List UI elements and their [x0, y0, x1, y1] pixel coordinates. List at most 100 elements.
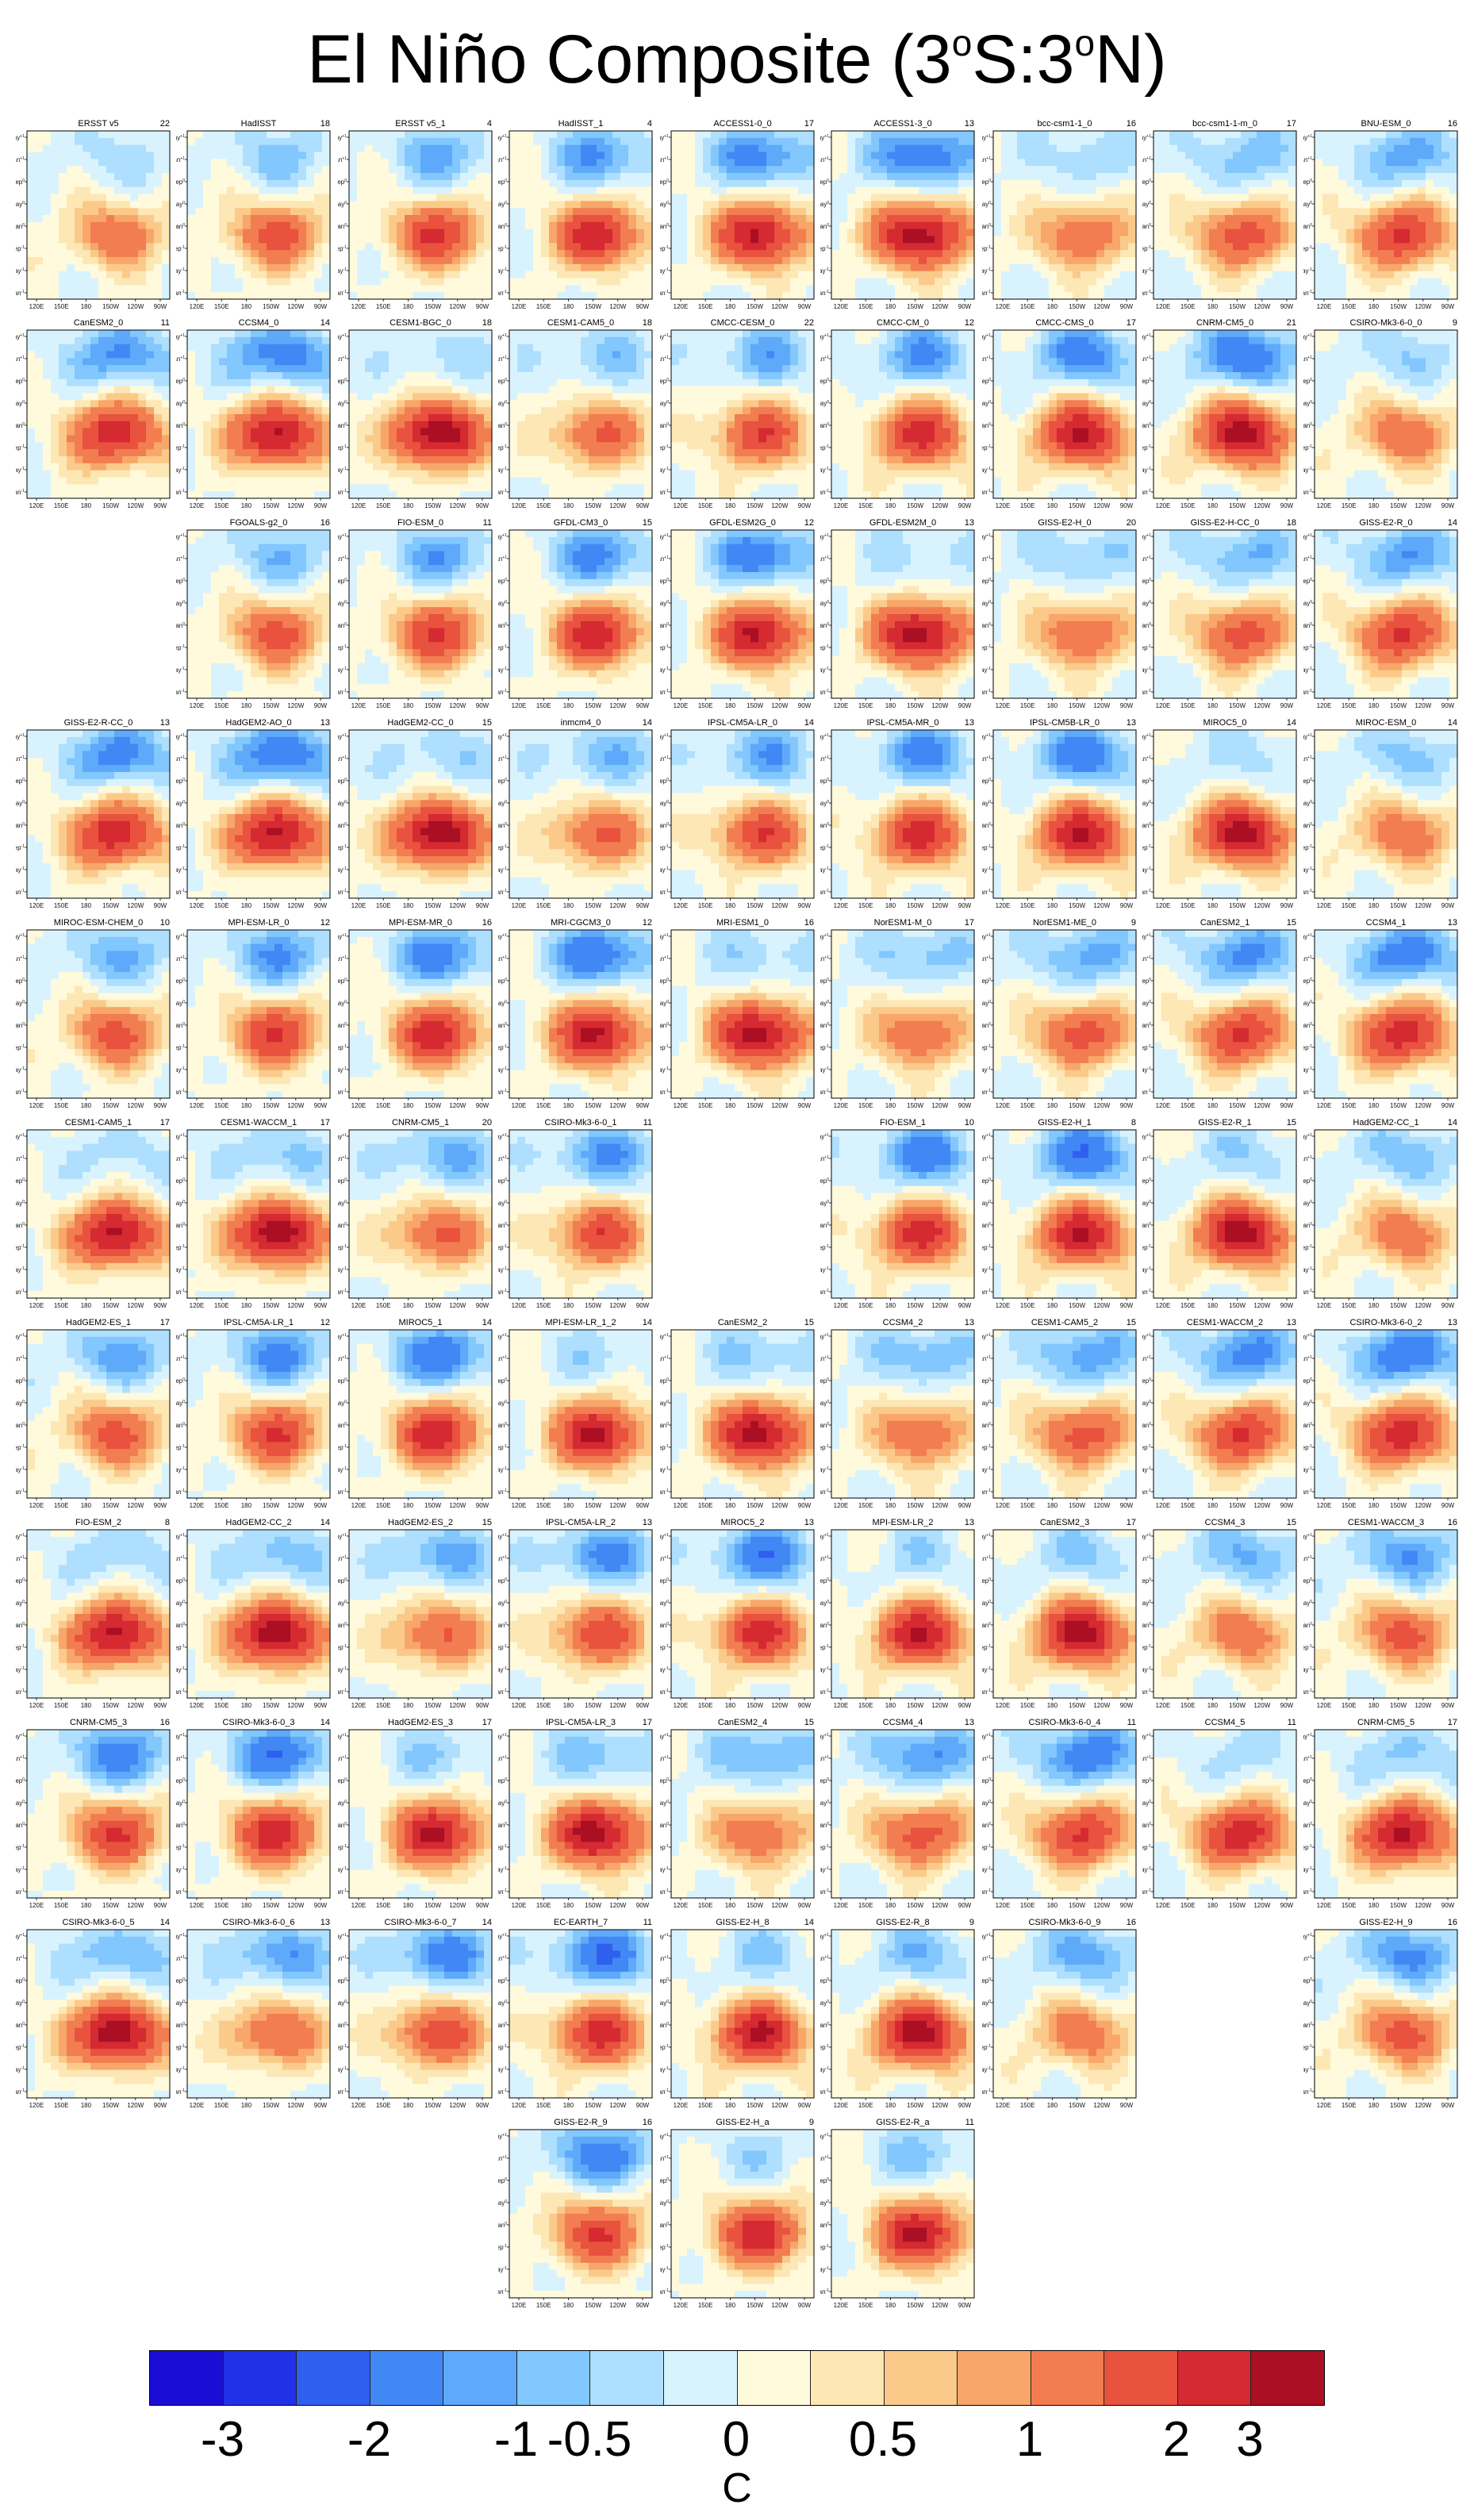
- heatmap-cell: [219, 201, 228, 209]
- heatmap-cell: [381, 263, 390, 272]
- heatmap-cell: [597, 144, 605, 153]
- heatmap-cell: [679, 229, 688, 237]
- heatmap-cell: [549, 221, 558, 230]
- heatmap-cell: [509, 201, 518, 209]
- heatmap-cell: [306, 428, 315, 436]
- heatmap-cell: [1081, 131, 1089, 139]
- heatmap-cell: [162, 442, 171, 450]
- heatmap-cell: [243, 351, 251, 359]
- heatmap-cell: [831, 221, 840, 230]
- heatmap-cell: [138, 442, 147, 450]
- heatmap-cell: [259, 186, 267, 195]
- heatmap-cell: [1169, 257, 1178, 265]
- heatmap-cell: [27, 221, 36, 230]
- heatmap-cell: [314, 221, 323, 230]
- heatmap-cell: [290, 257, 299, 265]
- heatmap-cell: [1288, 159, 1297, 167]
- heatmap-cell: [782, 186, 791, 195]
- heatmap-cell: [644, 131, 653, 139]
- heatmap-cell: [871, 257, 880, 265]
- heatmap-cell: [628, 250, 637, 258]
- heatmap-cell: [782, 179, 791, 188]
- heatmap-cell: [1120, 250, 1129, 258]
- heatmap-cell: [203, 166, 212, 174]
- heatmap-cell: [162, 221, 171, 230]
- heatmap-cell: [679, 236, 688, 244]
- heatmap-cell: [1241, 221, 1249, 230]
- heatmap-cell: [958, 229, 967, 237]
- heatmap-cell: [298, 215, 307, 223]
- heatmap-cell: [322, 285, 331, 293]
- heatmap-cell: [154, 208, 163, 216]
- heatmap-cell: [98, 393, 107, 401]
- heatmap-cell: [381, 152, 390, 159]
- heatmap-cell: [533, 271, 542, 279]
- heatmap-cell: [727, 137, 735, 146]
- heatmap-cell: [75, 386, 83, 394]
- heatmap-cell: [719, 137, 727, 146]
- heatmap-cell: [290, 229, 299, 237]
- heatmap-cell: [122, 131, 131, 139]
- heatmap-cell: [1001, 292, 1010, 300]
- y-tick-label: May+1: [1303, 134, 1312, 141]
- heatmap-cell: [405, 285, 413, 293]
- y-tick-label: Sep0: [1303, 179, 1312, 186]
- heatmap-cell: [211, 456, 220, 464]
- heatmap-cell: [1288, 221, 1297, 230]
- heatmap-cell: [227, 215, 236, 223]
- heatmap-cell: [35, 257, 44, 265]
- heatmap-cell: [1241, 186, 1249, 195]
- heatmap-cell: [98, 201, 107, 209]
- heatmap-cell: [863, 208, 872, 216]
- heatmap-cell: [1434, 236, 1442, 244]
- heatmap-cell: [98, 421, 107, 429]
- heatmap-cell: [1257, 166, 1265, 174]
- heatmap-cell: [1241, 243, 1249, 251]
- heatmap-cell: [774, 137, 783, 146]
- heatmap-cell: [122, 194, 131, 202]
- heatmap-cell: [235, 421, 244, 429]
- heatmap-cell: [1257, 278, 1265, 286]
- heatmap-cell: [903, 250, 912, 258]
- heatmap-cell: [1378, 179, 1387, 188]
- heatmap-cell: [1346, 236, 1355, 244]
- heatmap-cell: [420, 292, 429, 300]
- heatmap-cell: [203, 243, 212, 251]
- heatmap-cell: [162, 484, 171, 492]
- heatmap-cell: [719, 166, 727, 174]
- heatmap-cell: [235, 250, 244, 258]
- heatmap-cell: [59, 358, 67, 366]
- heatmap-cell: [1378, 257, 1387, 265]
- heatmap-cell: [187, 365, 196, 373]
- heatmap-cell: [187, 351, 196, 359]
- heatmap-cell: [1057, 208, 1065, 216]
- heatmap-cell: [1049, 221, 1058, 230]
- heatmap-cell: [517, 152, 526, 159]
- heatmap-cell: [1185, 131, 1194, 139]
- heatmap-cell: [879, 243, 888, 251]
- heatmap-cell: [1033, 215, 1042, 223]
- heatmap-cell: [1177, 186, 1186, 195]
- heatmap-cell: [349, 152, 358, 159]
- heatmap-cell: [644, 215, 653, 223]
- heatmap-cell: [365, 179, 374, 188]
- y-tick-label: May-1: [16, 467, 25, 474]
- heatmap-cell: [259, 263, 267, 272]
- heatmap-cell: [1322, 173, 1331, 181]
- heatmap-cell: [1001, 186, 1010, 195]
- heatmap-cell: [1418, 194, 1426, 202]
- heatmap-cell: [1081, 236, 1089, 244]
- heatmap-cell: [1402, 131, 1411, 139]
- heatmap-cell: [581, 208, 589, 216]
- heatmap-cell: [573, 236, 582, 244]
- heatmap-cell: [1081, 263, 1089, 272]
- heatmap-cell: [195, 330, 204, 338]
- heatmap-cell: [525, 257, 534, 265]
- heatmap-cell: [1354, 271, 1363, 279]
- heatmap-cell: [420, 285, 429, 293]
- heatmap-cell: [43, 250, 52, 258]
- heatmap-cell: [314, 152, 323, 159]
- heatmap-cell: [259, 421, 267, 429]
- heatmap-cell: [855, 221, 864, 230]
- heatmap-cell: [1394, 221, 1403, 230]
